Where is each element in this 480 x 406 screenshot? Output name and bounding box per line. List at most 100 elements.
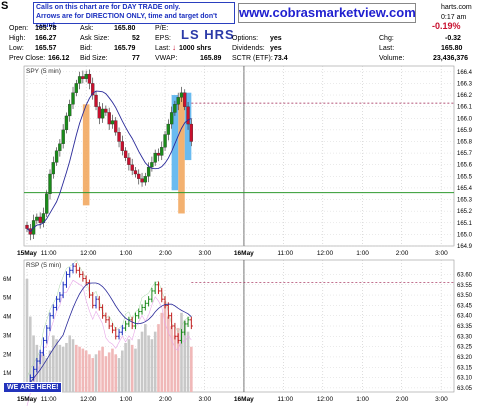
candle	[143, 176, 147, 183]
spy-y-tick: 165.5	[457, 174, 473, 180]
volume-bar	[81, 348, 85, 392]
volume-tick: 1M	[3, 371, 11, 377]
candle	[189, 123, 193, 142]
volume-bar	[140, 331, 144, 392]
candle	[94, 94, 98, 107]
volume-bar	[153, 331, 157, 392]
volume-bar	[186, 331, 190, 392]
orange-box	[178, 97, 185, 214]
candle	[127, 157, 131, 165]
ask-value: 165.80	[114, 25, 136, 32]
candle	[123, 150, 128, 158]
candle	[48, 173, 52, 194]
spy-y-tick: 166.0	[457, 116, 473, 122]
rsp-y-tick: 63.60	[457, 272, 473, 278]
volume-bar	[78, 346, 81, 392]
candle	[130, 164, 134, 171]
candle	[160, 147, 164, 156]
volume-bar	[28, 316, 32, 392]
volume-label: Volume:	[379, 55, 405, 62]
candle	[104, 108, 108, 113]
rsp-x-tick: 12:00	[317, 396, 334, 403]
rsp-y-tick: 63.40	[457, 314, 473, 320]
note-line-2: Arrows are for DIRECTION ONLY, time and …	[36, 13, 218, 29]
open-value: 165.78	[35, 25, 57, 32]
spy-y-tick: 166.1	[457, 105, 473, 111]
dividends-value: yes	[270, 45, 282, 52]
candle	[117, 132, 121, 142]
candle	[114, 120, 118, 133]
volume-value: 23,436,376	[433, 55, 469, 62]
volume-bar	[107, 352, 111, 392]
spy-y-tick: 165.2	[457, 209, 473, 215]
candle	[163, 134, 167, 148]
volume-bar	[42, 354, 45, 392]
prevclose-value: 166.12	[48, 55, 70, 62]
time: 0:17 am	[441, 14, 467, 21]
spy-x-tick: 1:00	[356, 250, 369, 257]
note-line-1: Calls on this chart are for DAY TRADE on…	[36, 4, 181, 11]
volume-bar	[75, 344, 78, 392]
candle	[38, 216, 42, 223]
spy-y-tick: 165.0	[457, 232, 473, 238]
volume-tick: 2M	[3, 352, 11, 358]
rsp-x-tick: 1:00	[356, 396, 369, 403]
sctr-label: SCTR (ETF):	[232, 55, 273, 62]
rsp-y-tick: 63.30	[457, 334, 473, 340]
volume-bar	[160, 312, 164, 392]
rsp-title: RSP (5 min)	[26, 262, 61, 269]
spy-x-tick: 2:00	[159, 250, 172, 257]
rsp-y-tick: 63.55	[457, 283, 473, 289]
candle	[153, 152, 157, 163]
candle	[156, 152, 161, 156]
volume-bar	[176, 327, 180, 392]
low-label: Low:	[9, 45, 24, 52]
volume-bar	[58, 344, 62, 392]
spy-x-tick: 16May	[234, 250, 254, 257]
spy-x-tick: 15May	[17, 250, 37, 257]
spy-x-tick: 11:00	[41, 250, 57, 257]
volume-bar	[45, 358, 49, 392]
rsp-y-tick: 63.35	[457, 324, 473, 330]
volume-tick: 5M	[3, 296, 11, 302]
volume-bar	[180, 312, 183, 392]
rsp-y-tick: 63.20	[457, 355, 473, 361]
site-banner[interactable]: www.cobrasmarketview.com	[238, 3, 416, 23]
we-are-here-label: WE ARE HERE!	[3, 382, 63, 393]
spy-x-tick: 3:00	[198, 250, 211, 257]
spy-y-tick: 166.3	[457, 81, 473, 87]
candle	[64, 115, 69, 131]
volume-bar	[71, 339, 75, 392]
spy-y-tick: 165.6	[457, 163, 473, 169]
candle	[137, 173, 141, 179]
candle	[54, 150, 59, 163]
pe-label: P/E:	[155, 25, 169, 32]
candle	[150, 162, 154, 168]
candle	[84, 73, 88, 79]
candle	[74, 83, 78, 93]
bid-value: 165.79	[114, 45, 136, 52]
spy-y-tick: 166.2	[457, 93, 473, 99]
rsp-x-tick: 2:00	[396, 396, 409, 403]
candle	[133, 170, 138, 175]
volume-tick: 4M	[3, 315, 11, 321]
volume-bar	[51, 335, 55, 392]
rsp-x-tick: 3:00	[198, 396, 211, 403]
bidsize-label: Bid Size:	[80, 55, 108, 62]
high-label: High:	[9, 35, 26, 42]
spy-x-tick: 12:00	[317, 250, 334, 257]
dividends-label: Dividends:	[232, 45, 265, 52]
rsp-x-tick: 3:00	[435, 396, 448, 403]
quote-header: S Calls on this chart are for DAY TRADE …	[0, 0, 480, 64]
spy-y-tick: 165.8	[457, 139, 473, 145]
spy-y-tick: 165.1	[457, 221, 473, 227]
asksize-value: 52	[132, 35, 140, 42]
volume-bar	[48, 350, 52, 392]
last-label: Last:	[155, 45, 171, 52]
candle	[68, 104, 72, 117]
high-value: 166.27	[35, 35, 57, 42]
candle	[97, 106, 101, 119]
spy-y-tick: 165.4	[457, 186, 473, 192]
rsp-x-tick: 11:00	[41, 396, 57, 403]
candle	[169, 112, 174, 125]
